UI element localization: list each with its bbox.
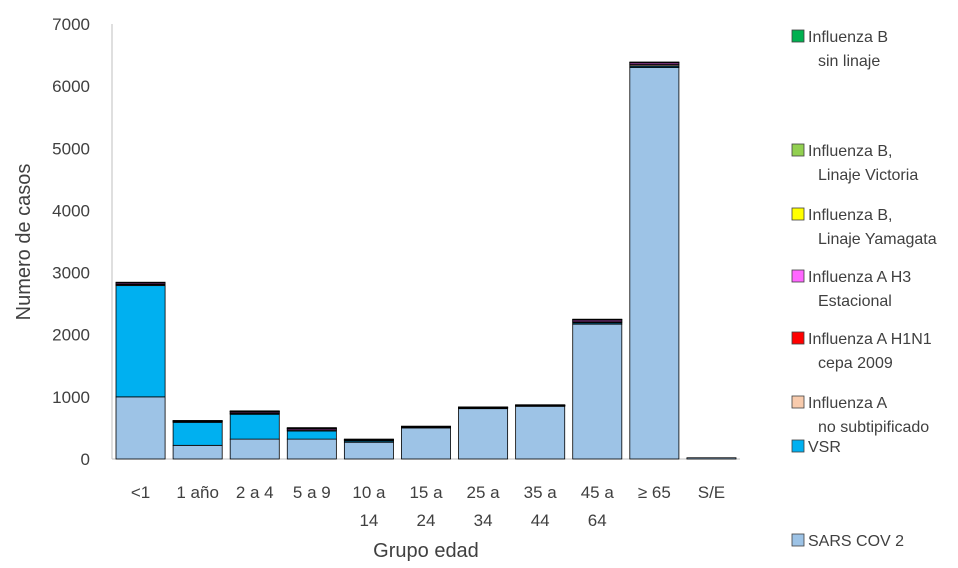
- x-tick-label: 10 a: [352, 483, 386, 502]
- x-tick-labels: <1 1 año 2 a 4 5 a 9 10 a 14 15 a 24 25 a 34 35 a 4…: [131, 483, 725, 530]
- x-tick-label: 2 a 4: [236, 483, 274, 502]
- y-tick-label: 6000: [52, 77, 90, 96]
- bar-segment: [458, 406, 509, 408]
- bar-segment: [115, 281, 166, 284]
- x-tick-label: 1 año: [176, 483, 219, 502]
- legend-swatch: [791, 207, 805, 221]
- legend-swatch: [791, 269, 805, 283]
- bar-segment: [401, 427, 451, 460]
- x-tick-label: <1: [131, 483, 150, 502]
- bar-segment: [172, 421, 223, 446]
- x-tick-label: 44: [531, 511, 550, 530]
- legend-label: Influenza B: [808, 29, 888, 46]
- x-tick-label: 34: [474, 511, 493, 530]
- x-tick-label: 25 a: [467, 483, 501, 502]
- legend-label: cepa 2009: [818, 355, 893, 372]
- x-tick-label: ≥ 65: [638, 483, 671, 502]
- legend-label: Influenza B,: [808, 207, 893, 224]
- y-axis-title: Numero de casos: [13, 164, 35, 321]
- y-tick-label: 0: [81, 450, 90, 469]
- legend-label: Linaje Victoria: [818, 167, 918, 184]
- bar-segment: [115, 396, 166, 460]
- bar-segment: [401, 425, 451, 428]
- legend-label: VSR: [808, 439, 841, 456]
- bar-segment: [115, 285, 166, 398]
- legend-swatch: [791, 439, 805, 453]
- legend-label: SARS COV 2: [808, 533, 904, 550]
- x-tick-label: 14: [359, 511, 378, 530]
- bar-segment: [629, 61, 680, 63]
- x-tick-label: 5 a 9: [293, 483, 331, 502]
- legend-swatch: [791, 29, 805, 43]
- bar-segment: [172, 444, 223, 460]
- legend-label: Linaje Yamagata: [818, 231, 937, 248]
- legend-swatch: [791, 331, 805, 345]
- bar-segment: [229, 438, 280, 460]
- bar-segment: [229, 410, 280, 412]
- x-tick-label: 35 a: [524, 483, 558, 502]
- y-tick-label: 1000: [52, 388, 90, 407]
- bar-segment: [629, 67, 680, 460]
- legend-swatch: [791, 395, 805, 409]
- y-tick-label: 4000: [52, 201, 90, 220]
- bar-segment: [343, 438, 394, 441]
- legend-label: Estacional: [818, 293, 892, 310]
- bar-segment: [172, 420, 223, 422]
- bar-segment: [572, 323, 623, 460]
- legend-swatch: [791, 143, 805, 157]
- x-tick-label: 64: [588, 511, 607, 530]
- legend-label: sin linaje: [818, 53, 880, 70]
- legend: SARS COV 2 VSR Influenza A no subtipificado…: [791, 29, 937, 550]
- x-tick-label: S/E: [698, 483, 725, 502]
- bar-segment: [515, 405, 566, 460]
- bar-segment: [458, 408, 509, 460]
- bar-segment: [515, 404, 566, 406]
- x-tick-label: 15 a: [409, 483, 443, 502]
- legend-label: Influenza A H3: [808, 269, 911, 286]
- legend-label: Influenza A: [808, 395, 888, 412]
- x-axis-title: Grupo edad: [373, 540, 479, 562]
- bar-segment: [343, 441, 394, 460]
- bar-segment: [572, 318, 623, 321]
- x-tick-label: 24: [417, 511, 436, 530]
- bar-segment: [229, 413, 280, 440]
- bars: [115, 61, 737, 460]
- y-tick-label: 2000: [52, 326, 90, 345]
- x-tick-label: 45 a: [581, 483, 615, 502]
- bar-segment: [286, 427, 337, 429]
- bar-segment: [286, 438, 337, 460]
- legend-swatch: [791, 533, 805, 547]
- y-tick-label: 3000: [52, 264, 90, 283]
- bar-segment: [286, 430, 337, 440]
- bar-segment: [686, 457, 737, 460]
- legend-label: Influenza A H1N1: [808, 331, 932, 348]
- legend-label: Influenza B,: [808, 143, 893, 160]
- legend-label: no subtipificado: [818, 419, 929, 436]
- y-tick-label: 7000: [52, 15, 90, 34]
- y-tick-label: 5000: [52, 139, 90, 158]
- y-tick-labels: 0 1000 2000 3000 4000 5000 6000 7000: [52, 15, 90, 469]
